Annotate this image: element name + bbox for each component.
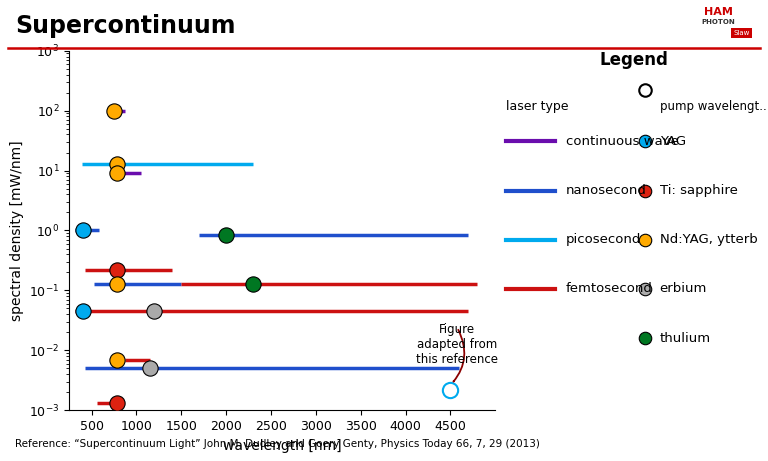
Text: continuous wave: continuous wave	[566, 135, 679, 148]
X-axis label: wavelength [nm]: wavelength [nm]	[223, 438, 342, 453]
Text: Nd:YAG, ytterb: Nd:YAG, ytterb	[660, 233, 757, 246]
Text: Ti: sapphire: Ti: sapphire	[660, 184, 737, 197]
Text: Slaw: Slaw	[733, 30, 750, 36]
Text: picosecond: picosecond	[566, 233, 641, 246]
Text: YAG: YAG	[660, 135, 686, 148]
Text: Supercontinuum: Supercontinuum	[15, 14, 236, 38]
Y-axis label: spectral density [mW/nm]: spectral density [mW/nm]	[10, 140, 24, 321]
Text: thulium: thulium	[660, 331, 711, 344]
Text: femtosecond: femtosecond	[566, 283, 653, 296]
Text: HAM: HAM	[703, 7, 733, 17]
Text: Figure
adapted from
this reference: Figure adapted from this reference	[416, 323, 498, 366]
Text: Legend: Legend	[599, 51, 668, 69]
Text: laser type: laser type	[505, 100, 568, 113]
Text: PHOTON: PHOTON	[701, 19, 735, 25]
Text: erbium: erbium	[660, 283, 707, 296]
Text: Reference: “Supercontinuum Light” John M. Dudley and Goery Genty, Physics Today : Reference: “Supercontinuum Light” John M…	[15, 439, 540, 449]
Text: nanosecond: nanosecond	[566, 184, 647, 197]
Text: pump wavelengt...: pump wavelengt...	[660, 100, 768, 113]
